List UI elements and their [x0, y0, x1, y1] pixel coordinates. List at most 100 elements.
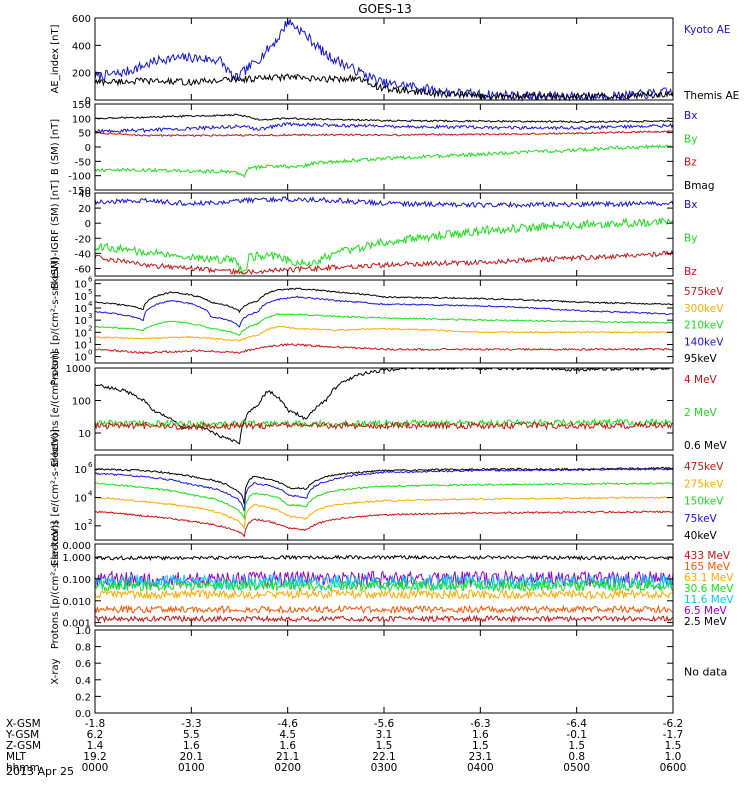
series-line-2-mev [94, 417, 674, 429]
panel-8: 1.0 0.8 0.6 0.4 0.2 0.0 X-ray No data [50, 626, 727, 720]
footer-row-value: 20.1 [180, 751, 203, 763]
footer-row-value: 4.5 [279, 729, 296, 741]
series-line-275kev [94, 496, 674, 530]
y-tick-label-exponent: 6 [88, 461, 93, 469]
y-tick-label: 10 [74, 353, 87, 364]
y-axis-label: Electrons [e/(cm²-s-sr-keV)] [50, 429, 61, 566]
y-tick-label: -20 [75, 234, 91, 245]
y-tick-label: 100 [72, 114, 91, 125]
y-tick-label: 100 [72, 397, 91, 408]
y-tick-label: 1000 [66, 364, 91, 375]
y-tick-label: 0 [85, 96, 91, 107]
footer-row-label: MLT [6, 751, 26, 763]
y-tick-label: -150 [68, 186, 91, 197]
y-tick-label: 1.000 [62, 553, 91, 564]
legend-label-2-mev: 2 MeV [684, 407, 718, 419]
y-tick-label: 10 [74, 494, 87, 505]
y-tick-label: 10 [74, 328, 87, 339]
footer-row-label: Z-GSM [6, 740, 41, 752]
series-line-75kev [94, 467, 674, 512]
y-tick-label: 0.4 [75, 676, 91, 687]
y-tick-label-exponent: 1 [88, 336, 92, 344]
y-tick-label: 50 [78, 129, 91, 140]
legend-label-by: By [684, 133, 697, 145]
legend-label-75kev: 75keV [684, 513, 718, 525]
footer-row-value: 0200 [274, 762, 301, 774]
y-axis-label: Protons [p/(cm²-s-sr-keV)] [50, 257, 61, 385]
legend-label-themis-ae: Themis AE [683, 90, 739, 102]
legend-label-bz: Bz [684, 266, 697, 278]
legend-label-bx: Bx [684, 110, 697, 122]
panel-frame [94, 629, 674, 714]
footer-row-value: 1.6 [183, 740, 200, 752]
footer-row-value: -1.7 [663, 729, 684, 741]
y-tick-label: 0.6 [75, 659, 91, 670]
y-tick-label: 200 [72, 69, 91, 80]
series-line-6-5-mev [94, 569, 674, 589]
footer-row-value: 1.6 [279, 740, 296, 752]
series-line-bz [94, 130, 673, 138]
legend-label-by: By [684, 233, 697, 245]
legend-label-275kev: 275keV [684, 478, 724, 490]
panel-3: 40 20 0 -20 -40 -60 B (SM)-IGRF (SM) [nT] Bx By B… [50, 180, 697, 289]
y-tick-label: 10 [74, 465, 87, 476]
series-line-bmag [94, 113, 674, 124]
y-tick-label-exponent: 6 [88, 276, 93, 284]
y-axis-label: B (SM) [nT] [50, 119, 61, 175]
legend-label-kyoto-ae: Kyoto AE [684, 24, 730, 36]
footer-row-value: 5.5 [183, 729, 200, 741]
panel-frame [94, 17, 674, 101]
footer-row-value: 19.2 [83, 751, 106, 763]
y-tick-label: 0.0 [75, 709, 91, 720]
footer-row-value: 1.5 [568, 740, 585, 752]
legend-label-0-6-mev: 0.6 MeV [684, 440, 728, 452]
legend-label-bz: Bz [684, 157, 697, 169]
y-tick-label: 10 [74, 304, 87, 315]
series-line-165-mev [94, 604, 673, 615]
legend-label-4-mev: 4 MeV [684, 374, 718, 386]
y-tick-label: 0.010 [62, 597, 91, 608]
legend-label-210kev: 210keV [684, 320, 724, 332]
legend-label-475kev: 475keV [684, 461, 724, 473]
y-tick-label: 10 [74, 316, 87, 327]
series-line-by [94, 144, 674, 179]
y-axis-label: X-ray [50, 658, 61, 684]
y-axis-label: AE_index [nT] [50, 24, 61, 93]
y-tick-label-exponent: 0 [88, 349, 92, 357]
panel-frame [94, 454, 674, 541]
footer-row-value: 0100 [178, 762, 205, 774]
footer-row-value: 22.1 [372, 751, 395, 763]
panel-1: 0 200 400 600 AE_index [nT] Kyoto AE Themis AE [50, 14, 739, 107]
footer-row-label: hhmm [6, 762, 40, 774]
y-tick-label: 150 [72, 100, 91, 111]
footer-row-value: 0600 [660, 762, 687, 774]
series-line-bx [94, 195, 674, 209]
footer-row-value: 1.6 [472, 729, 489, 741]
y-tick-label: 20 [78, 204, 91, 215]
footer-row-value: -6.4 [566, 718, 587, 730]
footer-row-value: -6.2 [663, 718, 684, 730]
footer-row-value: 0400 [467, 762, 494, 774]
footer-ephemeris: X-GSM -1.8 -3.3 -4.6 -5.6 -6.3 -6.4 -6.2 Y-GSM 6.… [5, 718, 686, 774]
legend-label-150kev: 150keV [684, 496, 724, 508]
y-axis-label: B (SM)-IGRF (SM) [nT] [50, 180, 61, 289]
series-line-kyoto-ae [94, 19, 674, 102]
y-tick-label-exponent: 5 [88, 288, 92, 296]
footer-row-label: X-GSM [6, 718, 41, 730]
y-tick-label: 400 [72, 41, 91, 52]
legend-label-6-5-mev: 6.5 MeV [684, 605, 728, 617]
y-tick-label: -50 [75, 157, 91, 168]
legend-label-30-6-mev: 30.6 MeV [684, 583, 734, 595]
y-tick-label: 10 [74, 522, 87, 533]
footer-row-value: 1.5 [376, 740, 393, 752]
legend-label-11-6-mev: 11.6 MeV [684, 594, 734, 606]
footer-row-value: 6.2 [87, 729, 104, 741]
y-tick-label: 0 [85, 219, 91, 230]
y-tick-label-exponent: 2 [88, 518, 92, 526]
y-tick-label-exponent: 4 [88, 300, 93, 308]
footer-row-value: 3.1 [376, 729, 393, 741]
legend-label-140kev: 140keV [684, 336, 724, 348]
footer-row-label: Y-GSM [5, 729, 39, 741]
panels-group: 0 200 400 6 0 0 AE_index [nT] Kyoto AE Themis AE… [50, 14, 739, 720]
